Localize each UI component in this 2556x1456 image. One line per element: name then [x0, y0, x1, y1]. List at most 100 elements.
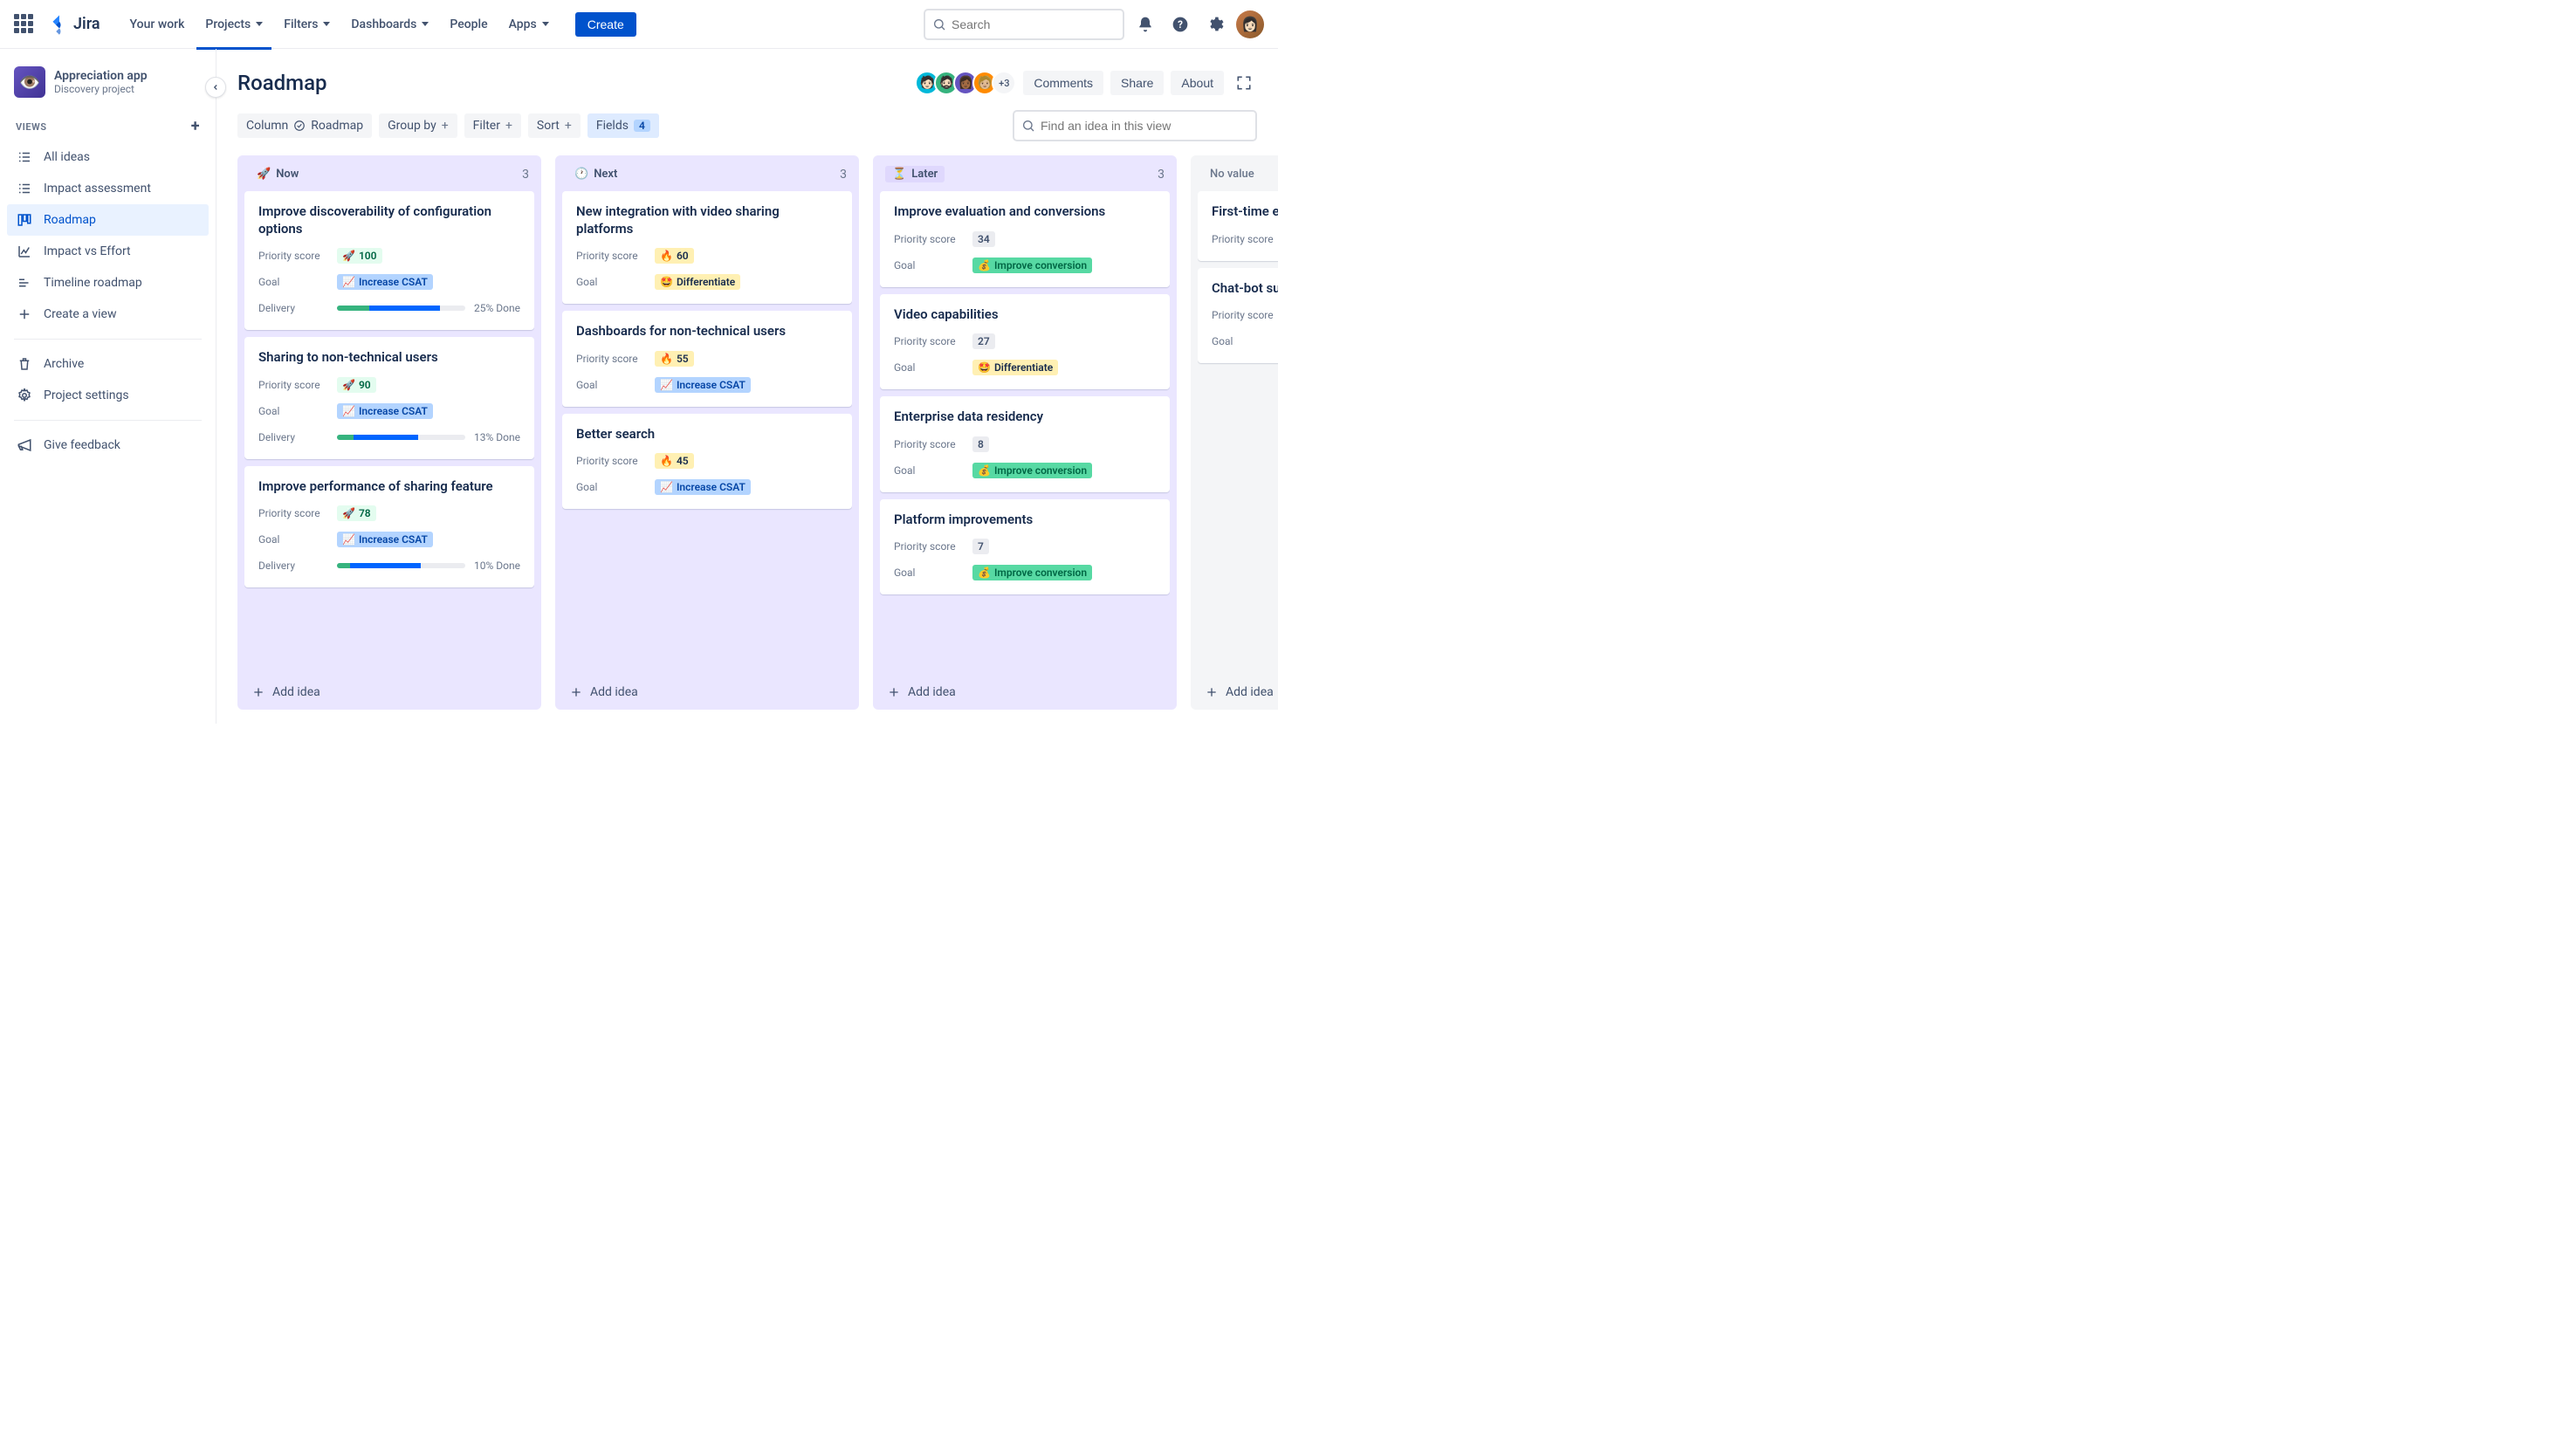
idea-card[interactable]: Platform improvementsPriority score 7Goa…: [880, 499, 1170, 595]
sidebar-item-label: Archive: [44, 357, 84, 371]
column-chip[interactable]: Column Roadmap: [237, 113, 372, 138]
user-avatar[interactable]: 👩🏻: [1236, 10, 1264, 38]
jira-logo[interactable]: Jira: [49, 14, 100, 35]
row-label: Priority score: [258, 507, 337, 519]
row-label: Priority score: [576, 455, 655, 467]
idea-card[interactable]: Sharing to non-technical usersPriority s…: [244, 337, 534, 459]
notifications-icon[interactable]: [1131, 10, 1159, 38]
idea-card[interactable]: Improve evaluation and conversionsPriori…: [880, 191, 1170, 287]
sidebar: 👁️ Appreciation app Discovery project VI…: [0, 49, 216, 724]
sidebar-divider: [14, 420, 202, 421]
nav-item-people[interactable]: People: [441, 12, 496, 37]
timeline-icon: [16, 274, 33, 292]
column-count: 3: [840, 168, 847, 182]
settings-icon[interactable]: [1201, 10, 1229, 38]
row-label: Priority score: [894, 233, 972, 245]
delivery-progress: [337, 563, 465, 568]
row-label: Goal: [894, 361, 972, 374]
delivery-text: 10% Done: [474, 560, 520, 572]
idea-card[interactable]: Dashboards for non-technical usersPriori…: [562, 311, 852, 407]
priority-score-badge: 🔥 45: [655, 453, 694, 469]
fullscreen-icon[interactable]: [1231, 70, 1257, 96]
help-icon[interactable]: ?: [1166, 10, 1194, 38]
app-switcher-icon[interactable]: [14, 14, 35, 35]
goal-badge: 🤩 Differentiate: [972, 360, 1058, 375]
sidebar-item-feedback[interactable]: Give feedback: [7, 429, 209, 461]
sidebar-item-impact-assessment[interactable]: Impact assessment: [7, 173, 209, 204]
plus-icon: [16, 306, 33, 323]
priority-score-badge: 7: [972, 539, 989, 554]
project-icon: 👁️: [14, 66, 45, 98]
nav-item-label: People: [450, 17, 487, 31]
more-collaborators[interactable]: +3: [992, 71, 1016, 95]
plus-icon: +: [442, 119, 449, 133]
idea-card[interactable]: New integration with video sharing platf…: [562, 191, 852, 304]
find-idea-input[interactable]: [1041, 119, 1248, 133]
global-search-input[interactable]: [952, 17, 1116, 31]
delivery-progress: [337, 306, 465, 311]
add-view-icon[interactable]: +: [191, 119, 200, 134]
nav-item-dashboards[interactable]: Dashboards: [342, 12, 437, 37]
collapse-sidebar-button[interactable]: [205, 77, 226, 98]
group-by-chip[interactable]: Group by +: [379, 113, 457, 138]
filter-chip[interactable]: Filter +: [464, 113, 521, 138]
gear-icon: [16, 387, 33, 404]
sidebar-item-archive[interactable]: Archive: [7, 348, 209, 380]
column-later: ⏳Later3Improve evaluation and conversion…: [873, 155, 1177, 710]
chip-count: 4: [634, 120, 650, 132]
goal-badge: 💰 Improve conversion: [972, 258, 1092, 273]
card-title: Better search: [576, 426, 838, 443]
add-idea-button[interactable]: Add idea: [1198, 676, 1278, 703]
nav-item-filters[interactable]: Filters: [275, 12, 339, 37]
find-idea-search[interactable]: [1013, 110, 1257, 141]
goal-badge: 🤩 Differentiate: [655, 274, 740, 290]
project-type: Discovery project: [54, 83, 148, 95]
nav-item-apps[interactable]: Apps: [500, 12, 558, 37]
idea-card[interactable]: Enterprise data residencyPriority score …: [880, 396, 1170, 492]
nav-item-your-work[interactable]: Your work: [121, 12, 194, 37]
filter-bar: Column Roadmap Group by + Filter + Sort …: [216, 110, 1278, 155]
idea-card[interactable]: Video capabilitiesPriority score 27Goal🤩…: [880, 294, 1170, 390]
idea-card[interactable]: Better searchPriority score🔥 45Goal📈 Inc…: [562, 414, 852, 510]
create-button[interactable]: Create: [575, 12, 636, 37]
sort-chip[interactable]: Sort +: [528, 113, 581, 138]
idea-card[interactable]: First-time exPriority score 6: [1198, 191, 1278, 261]
share-button[interactable]: Share: [1110, 71, 1164, 95]
add-idea-button[interactable]: Add idea: [880, 676, 1170, 703]
roadmap-board: 🚀Now3Improve discoverability of configur…: [216, 155, 1278, 724]
global-search[interactable]: [924, 9, 1124, 40]
add-idea-label: Add idea: [908, 685, 956, 699]
sidebar-item-roadmap[interactable]: Roadmap: [7, 204, 209, 236]
sidebar-item-all-ideas[interactable]: All ideas: [7, 141, 209, 173]
sidebar-item-timeline-roadmap[interactable]: Timeline roadmap: [7, 267, 209, 299]
row-label: Priority score: [894, 438, 972, 450]
chip-label: Fields: [596, 119, 629, 133]
fields-chip[interactable]: Fields 4: [587, 113, 659, 138]
sidebar-item-project-settings[interactable]: Project settings: [7, 380, 209, 411]
add-idea-button[interactable]: Add idea: [244, 676, 534, 703]
idea-card[interactable]: Improve performance of sharing featurePr…: [244, 466, 534, 588]
comments-button[interactable]: Comments: [1023, 71, 1103, 95]
idea-card[interactable]: Chat-bot suPriority score 6Goal🤩: [1198, 268, 1278, 364]
nav-item-projects[interactable]: Projects: [196, 12, 271, 37]
sidebar-item-impact-vs-effort[interactable]: Impact vs Effort: [7, 236, 209, 267]
delivery-text: 13% Done: [474, 431, 520, 443]
priority-score-badge: 🚀 78: [337, 505, 376, 521]
column-novalue: No valueFirst-time exPriority score 6Cha…: [1191, 155, 1278, 710]
cards-list: New integration with video sharing platf…: [562, 191, 852, 676]
sidebar-item-create-a-view[interactable]: Create a view: [7, 299, 209, 330]
goal-badge: 📈 Increase CSAT: [337, 403, 433, 419]
about-button[interactable]: About: [1171, 71, 1224, 95]
column-label: ⏳Later: [885, 166, 945, 182]
project-header[interactable]: 👁️ Appreciation app Discovery project: [7, 66, 209, 112]
card-title: Sharing to non-technical users: [258, 349, 520, 367]
card-title: Platform improvements: [894, 512, 1156, 529]
collaborators[interactable]: 🧑🏻 🧔🏻 👩🏾 🧑🏼 +3: [915, 71, 1016, 95]
row-label: Goal: [894, 259, 972, 271]
nav-item-label: Filters: [284, 17, 318, 31]
row-label: Priority score: [1212, 309, 1278, 321]
add-idea-button[interactable]: Add idea: [562, 676, 852, 703]
chip-label: Group by: [388, 119, 436, 133]
idea-card[interactable]: Improve discoverability of configuration…: [244, 191, 534, 330]
sidebar-item-label: Project settings: [44, 388, 129, 402]
